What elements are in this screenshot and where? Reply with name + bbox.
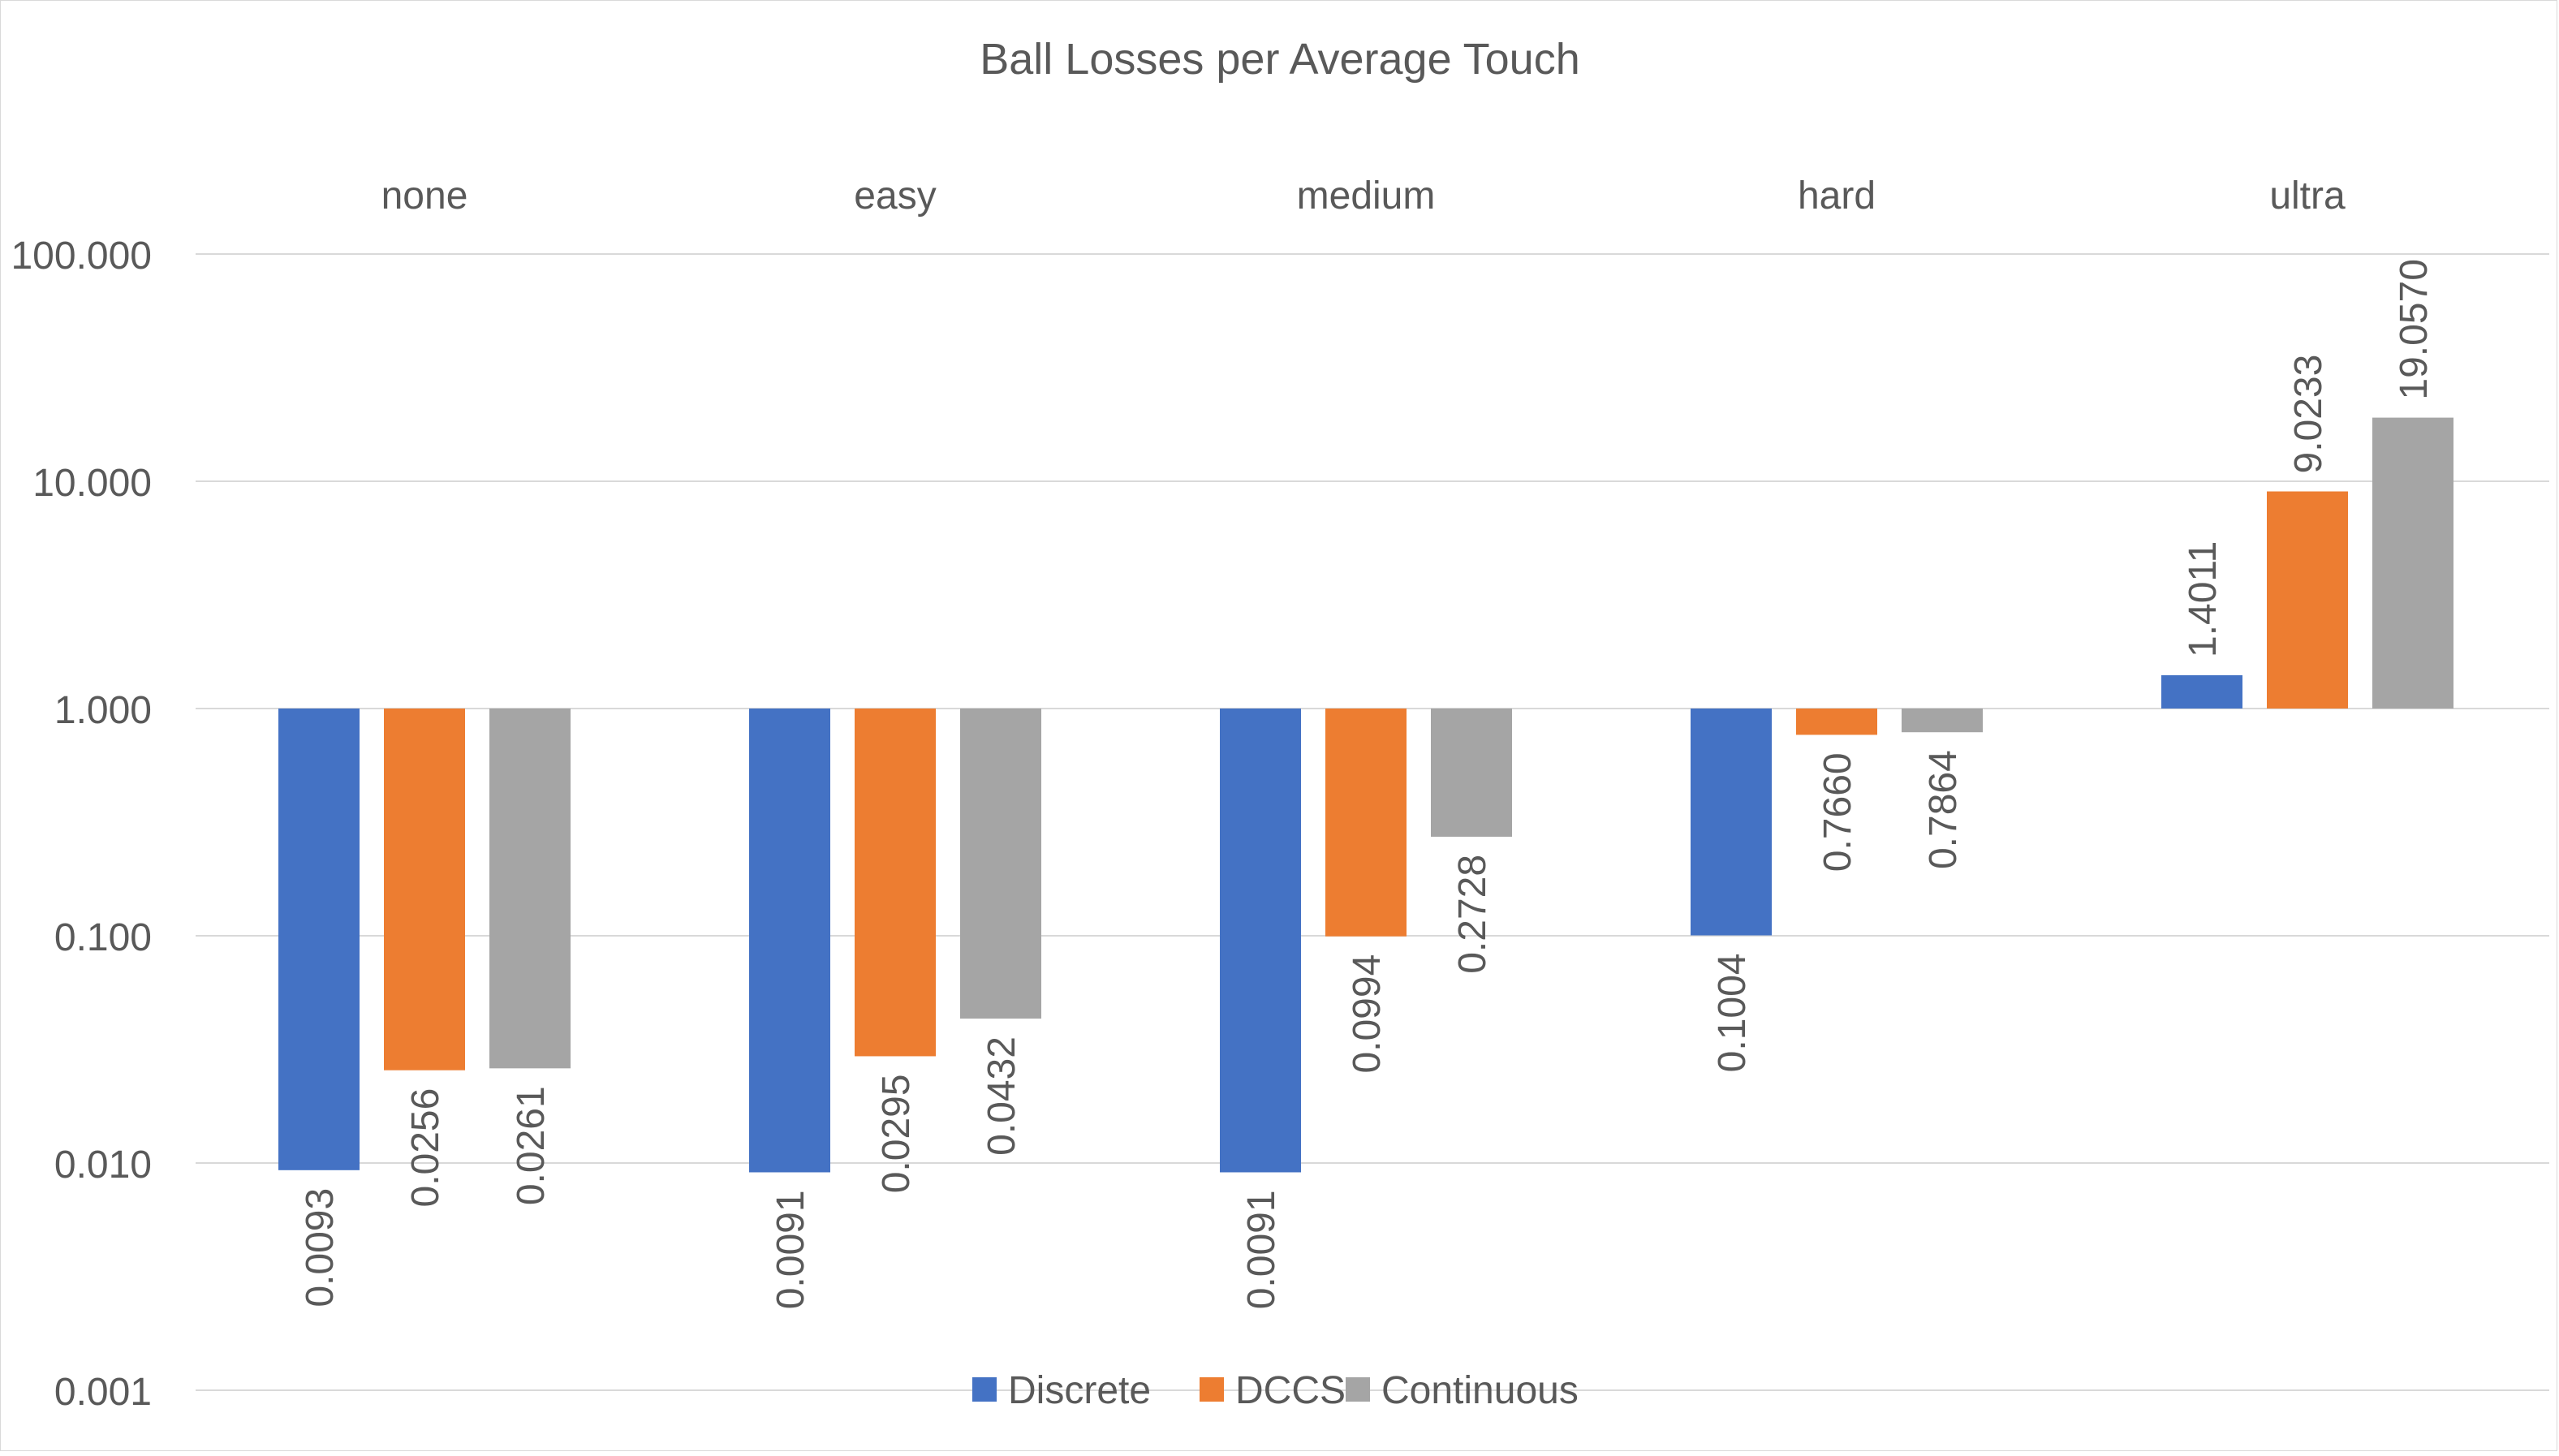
data-label: 19.0570 xyxy=(2393,259,2436,400)
bar-dccs xyxy=(384,709,465,1070)
category-label: medium xyxy=(1297,174,1436,218)
bar-discrete xyxy=(278,709,360,1170)
data-label: 0.1004 xyxy=(1711,954,1754,1073)
y-tick-label: 1.000 xyxy=(54,689,152,732)
data-label: 9.0233 xyxy=(2287,355,2330,474)
data-label: 0.0432 xyxy=(980,1036,1023,1156)
legend[interactable]: Discrete DCCS Continuous xyxy=(972,1369,1579,1412)
legend-swatch xyxy=(972,1377,997,1402)
data-label: 0.0091 xyxy=(769,1190,812,1309)
data-label: 0.0256 xyxy=(404,1088,447,1208)
bar-dccs xyxy=(855,709,936,1057)
bar-continuous xyxy=(489,709,571,1069)
legend-label: Discrete xyxy=(1008,1369,1151,1412)
y-tick-label: 100.000 xyxy=(11,235,152,278)
legend-swatch xyxy=(1200,1377,1224,1402)
category-label: none xyxy=(381,174,468,218)
chart-title: Ball Losses per Average Touch xyxy=(980,35,1580,84)
data-label: 0.7660 xyxy=(1816,752,1859,872)
bar-continuous xyxy=(960,709,1041,1019)
bar-dccs xyxy=(2267,491,2348,709)
bar-discrete xyxy=(2161,674,2242,709)
category-labels: none easy medium hard ultra xyxy=(381,174,2346,218)
y-tick-label: 0.100 xyxy=(54,916,152,959)
category-label: hard xyxy=(1798,174,1876,218)
y-tick-label: 10.000 xyxy=(32,462,152,505)
data-labels: 0.0093 0.0256 0.0261 0.0091 0.0295 0.0432 0.00… xyxy=(299,259,2436,1309)
bar-continuous xyxy=(1431,709,1512,837)
bar-dccs xyxy=(1796,709,1877,735)
data-label: 1.4011 xyxy=(2182,541,2225,657)
legend-item-dccs[interactable]: DCCS xyxy=(1200,1369,1346,1412)
bar-continuous xyxy=(1902,709,1983,733)
data-label: 0.2728 xyxy=(1451,855,1494,974)
data-label: 0.0091 xyxy=(1240,1190,1283,1309)
legend-label: DCCS xyxy=(1235,1369,1346,1412)
bar-dccs xyxy=(1325,709,1407,937)
y-tick-label: 0.010 xyxy=(54,1144,152,1187)
bar-discrete xyxy=(1220,709,1301,1173)
bar-discrete xyxy=(749,709,830,1173)
data-label: 0.0994 xyxy=(1346,954,1389,1074)
bars xyxy=(278,417,2453,1173)
bar-continuous xyxy=(2372,417,2453,709)
legend-item-continuous[interactable]: Continuous xyxy=(1346,1369,1579,1412)
legend-item-discrete[interactable]: Discrete xyxy=(972,1369,1151,1412)
y-tick-label: 0.001 xyxy=(54,1371,152,1414)
category-label: ultra xyxy=(2269,174,2346,218)
data-label: 0.0261 xyxy=(510,1086,553,1205)
data-label: 0.7864 xyxy=(1922,750,1965,869)
legend-swatch xyxy=(1346,1377,1370,1402)
data-label: 0.0295 xyxy=(875,1074,918,1193)
y-axis-tick-labels: 100.000 10.000 1.000 0.100 0.010 0.001 xyxy=(11,235,152,1414)
category-label: easy xyxy=(854,174,936,218)
bar-discrete xyxy=(1691,709,1772,936)
data-label: 0.0093 xyxy=(299,1188,342,1307)
legend-label: Continuous xyxy=(1381,1369,1579,1412)
